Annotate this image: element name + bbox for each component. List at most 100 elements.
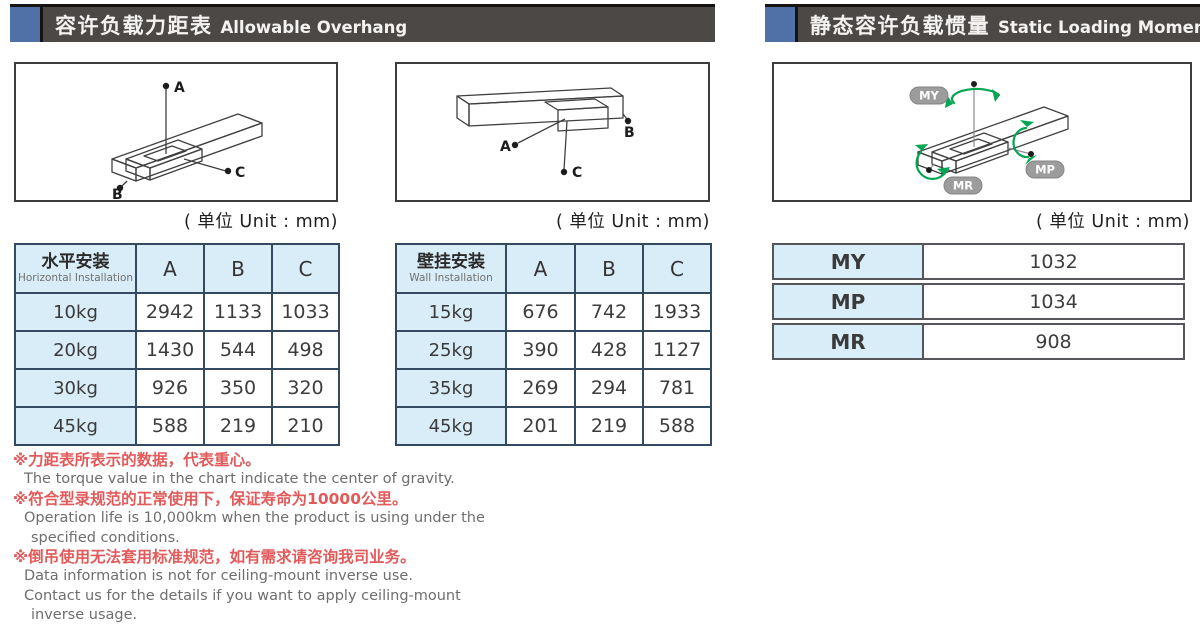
value-c: 498 [271,330,340,370]
table-title-zh: 水平安装 [41,251,110,272]
unit-note: ( 单位 Unit : mm) [183,212,338,232]
value-c: 1933 [642,292,712,332]
point-c-dot [224,167,232,175]
header-accent-square [765,7,798,42]
value-c: 588 [642,406,712,446]
value-c: 1033 [271,292,340,332]
value-c: 781 [642,368,712,408]
moment-diagram-box: MY MP MR [772,62,1192,202]
allowable-overhang-header-bar: 容许负载力距表 Allowable Overhang [10,4,715,42]
value-b: 544 [203,330,273,370]
mp-pill: MP [1025,160,1065,179]
table-row: 35kg 269 294 781 [395,368,712,408]
load-cell: 10kg [14,292,137,332]
unit-note: ( 单位 Unit : mm) [1035,212,1190,232]
load-cell: 25kg [395,330,507,370]
moment-value-mp: 1034 [1029,290,1078,313]
load-cell: 35kg [395,368,507,408]
moment-label-mp: MP [774,285,924,318]
table-title-en: Horizontal Installation [17,271,134,284]
point-b-dot [116,184,124,192]
header-accent-square [10,7,43,42]
column-header-a: A [505,243,576,294]
footnote-en: specified conditions. [31,529,180,546]
title-zh: 容许负载力距表 [55,13,213,38]
value-a: 676 [505,292,576,332]
point-c-label: C [572,165,582,181]
moment-value-mr: 908 [1035,330,1072,353]
value-a: 926 [135,368,205,408]
point-b-label: B [624,125,635,141]
table-row: 45kg 201 219 588 [395,406,712,446]
mr-label: MR [953,179,973,193]
title-en: Static Loading Moment [998,17,1200,37]
point-c-dot [560,168,568,176]
value-b: 428 [574,330,644,370]
value-b: 1133 [203,292,273,332]
horizontal-installation-table: 水平安装 Horizontal Installation A B C 10kg … [14,243,340,446]
moment-label-mr: MR [774,325,924,358]
my-pill: MY [909,86,949,105]
mr-axis-dot [926,167,932,173]
table-row: 10kg 2942 1133 1033 [14,292,340,332]
table-row: 20kg 1430 544 498 [14,330,340,370]
point-a-label: A [174,80,185,96]
point-a-dot [511,141,519,149]
mp-axis-dot [1028,151,1034,157]
footnote-en: Contact us for the details if you want t… [24,587,461,604]
point-a-label: A [500,139,511,155]
footnote-zh: ※符合型录规范的正常使用下，保证寿命为10000公里。 [13,489,408,508]
table-row: MY 1032 [772,243,1185,280]
table-row: 25kg 390 428 1127 [395,330,712,370]
table-title-en: Wall Installation [409,271,493,284]
footnote-en: The torque value in the chart indicate t… [24,471,455,488]
footnotes: ※力距表所表示的数据，代表重心。 The torque value in the… [13,451,533,626]
horizontal-mount-diagram: A C B [111,80,263,200]
value-c: 1127 [642,330,712,370]
allowable-overhang-title: 容许负载力距表 Allowable Overhang [43,10,407,40]
value-c: 320 [271,368,340,408]
table-title-zh: 壁挂安装 [417,251,485,272]
table-row: MR 908 [772,323,1185,360]
wall-mount-diagram: A C B [456,87,635,181]
horizontal-mount-diagram-box: A C B [14,62,338,202]
table-title-cell: 壁挂安装 Wall Installation [395,243,507,294]
title-zh: 静态容许负载惯量 [810,13,990,38]
footnote-en: inverse usage. [31,607,138,624]
wall-installation-table: 壁挂安装 Wall Installation A B C 15kg 676 74… [395,243,712,446]
value-a: 1430 [135,330,205,370]
footnote-en: Operation life is 10,000km when the prod… [24,510,485,527]
static-loading-moment-table: MY 1032 MP 1034 MR 908 [772,243,1185,363]
footnote-zh: ※力距表所表示的数据，代表重心。 [13,451,261,469]
mp-label: MP [1035,163,1055,177]
table-row: 30kg 926 350 320 [14,368,340,408]
value-b: 294 [574,368,644,408]
value-b: 219 [574,406,644,446]
title-en: Allowable Overhang [220,17,408,37]
column-header-b: B [203,243,273,294]
table-title-cell: 水平安装 Horizontal Installation [14,243,137,294]
point-c-label: C [235,165,245,181]
unit-note: ( 单位 Unit : mm) [555,212,710,232]
column-header-c: C [271,243,340,294]
value-a: 2942 [135,292,205,332]
value-a: 390 [505,330,576,370]
static-loading-moment-header-bar: 静态容许负载惯量 Static Loading Moment [765,4,1200,42]
value-b: 219 [203,406,273,446]
load-cell: 15kg [395,292,507,332]
table-row: 15kg 676 742 1933 [395,292,712,332]
moment-diagram: MY MP MR [909,81,1069,195]
value-b: 742 [574,292,644,332]
table-row: 45kg 588 219 210 [14,406,340,446]
load-cell: 45kg [395,406,507,446]
footnote-en: Data information is not for ceiling-moun… [24,568,413,585]
value-b: 350 [203,368,273,408]
value-c: 210 [271,406,340,446]
my-label: MY [919,89,939,103]
load-cell: 20kg [14,330,137,370]
point-a-dot [162,82,170,90]
load-cell: 45kg [14,406,137,446]
table-row: MP 1034 [772,283,1185,320]
column-header-a: A [135,243,205,294]
mr-pill: MR [943,176,983,195]
